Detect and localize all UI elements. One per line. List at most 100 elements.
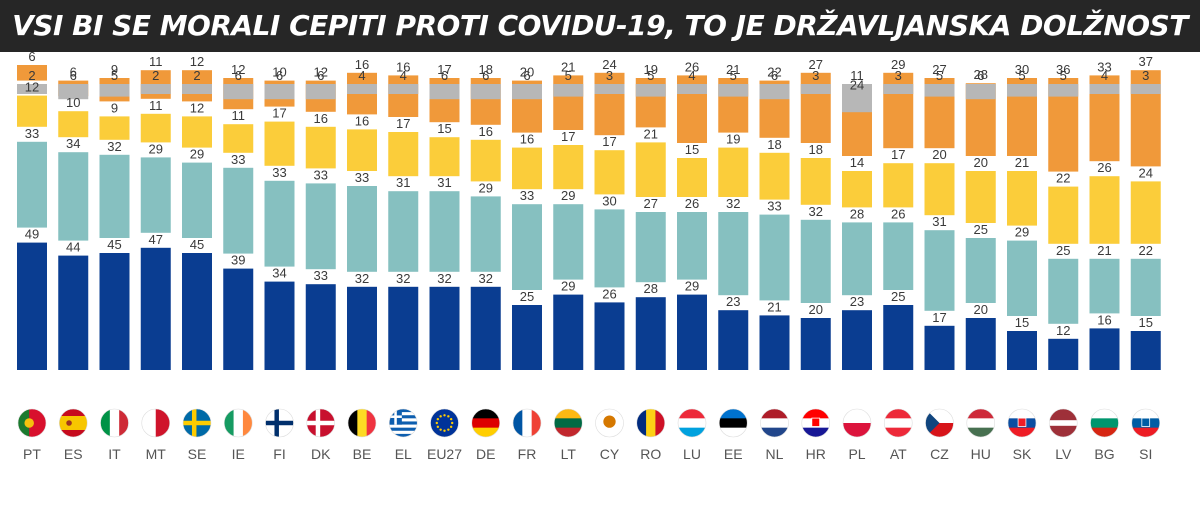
value-label: 29 <box>891 57 905 72</box>
flag-hr-icon <box>801 408 831 438</box>
value-label: 33 <box>767 199 781 214</box>
flag-stripe <box>1131 427 1160 437</box>
flag-outline <box>1048 408 1078 438</box>
bar-segment <box>223 268 254 370</box>
value-label: 10 <box>66 95 80 110</box>
bar-segment <box>140 247 171 370</box>
chart-title: VSI BI SE MORALI CEPITI PROTI COVIDU-19,… <box>12 9 1188 42</box>
category-label: SE <box>188 446 207 462</box>
flag-hu-icon <box>966 408 996 438</box>
value-label: 25 <box>1056 243 1070 258</box>
flag-fill <box>760 409 789 437</box>
flag-fill <box>513 409 541 437</box>
flag-eu27-icon <box>430 408 459 438</box>
value-label: 11 <box>232 108 246 123</box>
value-label: 31 <box>932 214 946 229</box>
flag-de-icon <box>471 408 501 438</box>
category-label: DK <box>311 446 331 462</box>
value-label: 33 <box>272 165 286 180</box>
value-label: 6 <box>523 68 530 83</box>
flag-it-icon <box>100 408 129 438</box>
bar-segment <box>429 137 460 177</box>
flag-stripe <box>389 433 418 437</box>
value-label: 12 <box>231 62 245 77</box>
flag-stripe <box>233 409 244 437</box>
bar-segment <box>17 65 47 81</box>
bar-segment <box>388 84 419 94</box>
bar-segment <box>470 84 501 100</box>
bar-segment <box>99 253 130 370</box>
bar-segment <box>635 212 666 283</box>
flag-star <box>439 428 442 431</box>
value-label: 32 <box>726 196 740 211</box>
value-label: 16 <box>355 113 369 128</box>
flag-emblem <box>24 418 34 428</box>
flag-outline <box>512 408 542 438</box>
value-label: 45 <box>107 237 121 252</box>
value-label: 15 <box>1015 315 1029 330</box>
value-label: 6 <box>771 68 778 83</box>
flag-outline <box>430 408 459 438</box>
value-label: 21 <box>644 126 658 141</box>
value-label: 18 <box>479 62 493 77</box>
value-label: 18 <box>767 137 781 152</box>
flag-outline <box>883 408 913 438</box>
flag-stripe <box>389 424 418 429</box>
flag-fill <box>925 409 954 437</box>
value-label: 21 <box>1015 155 1029 170</box>
flag-fill <box>1131 409 1160 437</box>
flag-stripe <box>522 409 533 437</box>
flag-stripe <box>389 421 418 426</box>
value-label: 23 <box>850 294 864 309</box>
value-label: 24 <box>1139 165 1153 180</box>
value-label: 32 <box>355 271 369 286</box>
category-label: RO <box>640 446 661 462</box>
category-label: EE <box>724 446 743 462</box>
flag-outline <box>347 408 377 438</box>
category-label: DE <box>476 446 495 462</box>
bar-segment <box>553 294 584 370</box>
flag-fill <box>183 409 211 437</box>
flag-star <box>447 428 450 431</box>
bar-segment <box>223 84 254 100</box>
bar-segment <box>842 310 872 370</box>
bar-segment <box>388 191 419 272</box>
value-label: 37 <box>1139 54 1153 69</box>
value-label: 9 <box>111 100 118 115</box>
bar-segment <box>924 230 955 311</box>
value-label: 5 <box>1018 68 1025 83</box>
flag-stripe <box>966 427 995 437</box>
flag-cy-icon <box>595 408 624 438</box>
flag-fill <box>884 409 913 437</box>
flag-fill <box>306 409 335 437</box>
bar-segment <box>429 84 460 100</box>
value-label: 24 <box>850 78 864 93</box>
value-label: 33 <box>314 167 328 182</box>
flag-cz-icon <box>925 408 954 438</box>
bar-segment <box>17 95 47 127</box>
bar-segment <box>99 154 130 238</box>
flag-fill <box>678 409 706 437</box>
bar-segment <box>347 84 377 94</box>
value-label: 29 <box>561 279 575 294</box>
category-label: EU27 <box>427 446 462 462</box>
flag-stripe <box>1049 409 1078 416</box>
flag-outline <box>1131 408 1161 438</box>
bar-segment <box>1048 186 1079 244</box>
bar-segment <box>759 315 790 370</box>
flag-stripe <box>513 409 523 437</box>
flag-fill <box>719 409 748 437</box>
bar-segment <box>182 116 212 148</box>
flag-se-icon <box>182 408 212 438</box>
flag-sk-icon <box>1007 408 1037 438</box>
flag-outline <box>141 408 171 438</box>
value-label: 29 <box>479 180 493 195</box>
category-label: LV <box>1055 446 1072 462</box>
category-label: LU <box>683 446 701 462</box>
bar-segment <box>429 191 460 272</box>
title-bar <box>0 0 1200 52</box>
value-label: 47 <box>149 232 163 247</box>
bar-segment <box>1089 258 1120 314</box>
value-label: 29 <box>1015 225 1029 240</box>
value-label: 6 <box>70 65 77 80</box>
